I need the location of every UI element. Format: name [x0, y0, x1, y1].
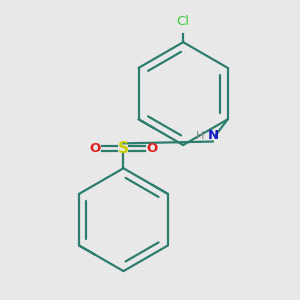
Text: N: N: [208, 129, 219, 142]
Text: H: H: [196, 131, 205, 141]
Text: Cl: Cl: [177, 15, 190, 28]
Text: O: O: [90, 142, 101, 155]
Text: O: O: [146, 142, 157, 155]
Text: S: S: [118, 141, 129, 156]
